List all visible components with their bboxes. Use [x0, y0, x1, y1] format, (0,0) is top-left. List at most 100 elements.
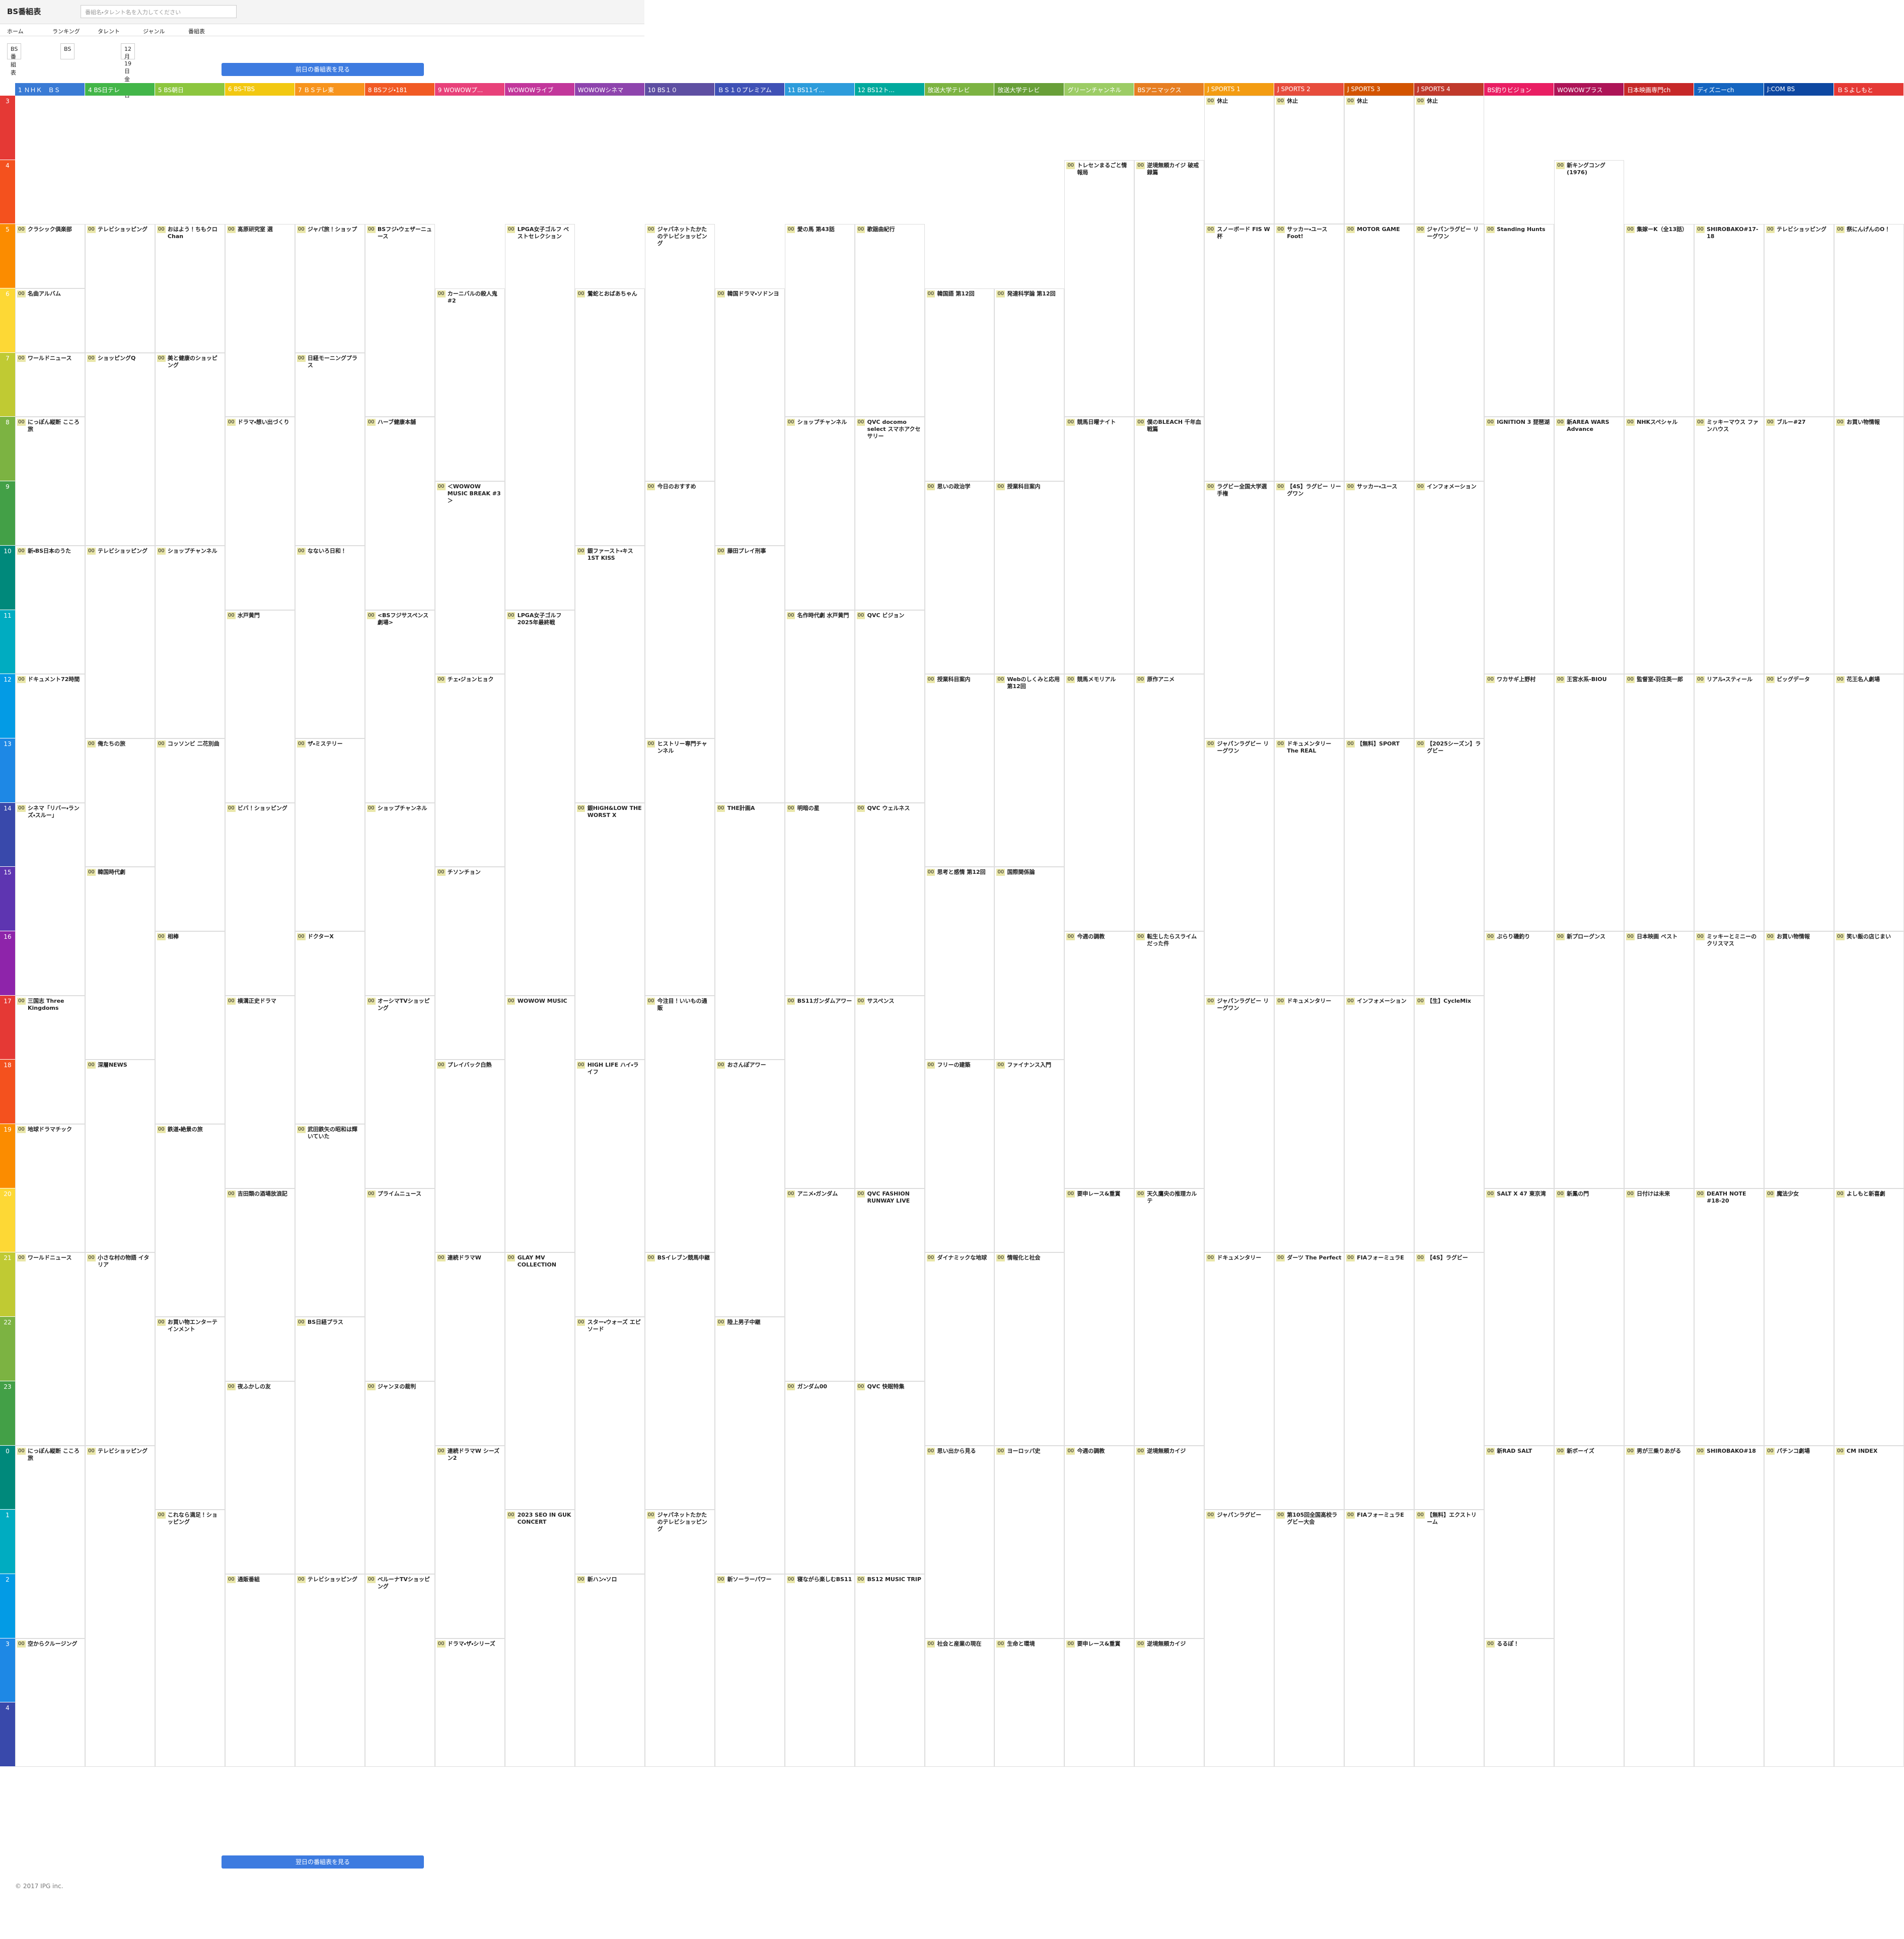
- program[interactable]: 00 ジャンヌの裁判: [364, 1381, 435, 1574]
- program[interactable]: 00 新キングコング(1976): [1554, 160, 1625, 417]
- program[interactable]: 00 Webのしくみと応用 第12回: [994, 674, 1065, 867]
- program[interactable]: 00 プレイバック白熱: [434, 1060, 505, 1253]
- program[interactable]: 00 思考と感情 第12回: [924, 867, 995, 1060]
- program[interactable]: 00 にっぽん縦断 こころ旅: [15, 1445, 85, 1638]
- program[interactable]: 00 新ハン・ソロ: [574, 1574, 645, 1767]
- program[interactable]: 00 韓国ドラマ・ソドンヨ: [714, 288, 785, 546]
- logo[interactable]: BS番組表: [7, 7, 41, 16]
- program[interactable]: 00 ダーツ The Perfect: [1274, 1252, 1345, 1510]
- program[interactable]: 00 発達科学論 第12回: [994, 288, 1065, 482]
- program[interactable]: 00 QVC docomo select スマホアクセサリー: [854, 417, 925, 610]
- channel-header[interactable]: J SPORTS 1: [1204, 83, 1275, 96]
- program[interactable]: 00 要申レース&重賞: [1064, 1638, 1135, 1767]
- program[interactable]: 00 寝ながら楽しむBS11: [784, 1574, 855, 1767]
- program[interactable]: 00 社会と産業の現在: [924, 1638, 995, 1767]
- program[interactable]: 00 花王名人劇場: [1834, 674, 1904, 931]
- program[interactable]: 00 WOWOW MUSIC: [504, 995, 575, 1253]
- program[interactable]: 00 今注目！いいもの通販: [644, 995, 715, 1253]
- next-button[interactable]: 翌日の番組表を見る: [222, 1855, 424, 1869]
- program[interactable]: 00 男が三乗りあがる: [1624, 1445, 1695, 1767]
- program[interactable]: 00 ワールドニュース: [15, 352, 85, 417]
- program[interactable]: 00 深層NEWS: [85, 1060, 155, 1253]
- program[interactable]: 00 スター・ウォーズ エピソード: [574, 1317, 645, 1574]
- program[interactable]: 00 ジャパネットたかたのテレビショッピング: [644, 224, 715, 482]
- program[interactable]: 00 空からクルージング: [15, 1638, 85, 1767]
- program[interactable]: 00 名曲アルバム: [15, 288, 85, 353]
- program[interactable]: 00 ハーブ健康本舗: [364, 417, 435, 610]
- program[interactable]: 00 サッカー・ユース Foot!: [1274, 224, 1345, 482]
- program[interactable]: 00 ミッキーとミニーのクリスマス: [1694, 931, 1765, 1188]
- program[interactable]: 00 お買い物情報: [1834, 417, 1904, 675]
- program[interactable]: 00 新RAD SALT: [1484, 1445, 1555, 1638]
- program[interactable]: 00 小さな村の物語 イタリア: [85, 1252, 155, 1446]
- program[interactable]: 00 にっぽん縦断 こころ旅: [15, 417, 85, 546]
- program[interactable]: 00 ブルー#27: [1764, 417, 1835, 675]
- program[interactable]: 00 通販番組: [225, 1574, 295, 1767]
- program[interactable]: 00 ガンダム00: [784, 1381, 855, 1574]
- program[interactable]: 00 祭にんげんのO！: [1834, 224, 1904, 417]
- program[interactable]: 00 ラグビー全国大学選手権: [1204, 481, 1275, 738]
- program[interactable]: 00 情報化と社会: [994, 1252, 1065, 1446]
- program[interactable]: 00 ダイナミックな地球: [924, 1252, 995, 1446]
- channel-header[interactable]: ＢＳよしもと: [1834, 83, 1904, 96]
- channel-header[interactable]: 4 BS日テレ: [85, 83, 155, 96]
- program[interactable]: 00 テレビショッピング: [85, 545, 155, 738]
- program[interactable]: 00 GLAY MV COLLECTION: [504, 1252, 575, 1510]
- program[interactable]: 00 競馬メモリアル: [1064, 674, 1135, 931]
- program[interactable]: 00 BS日経プラス: [295, 1317, 365, 1574]
- program[interactable]: 00 ぶらり磯釣り: [1484, 931, 1555, 1188]
- program[interactable]: 00 チソンチョン: [434, 867, 505, 1060]
- program[interactable]: 00 ザ・ミステリー: [295, 738, 365, 931]
- program[interactable]: 00 テレビショッピング: [295, 1574, 365, 1767]
- nav-item[interactable]: 番組表: [188, 28, 205, 35]
- program[interactable]: 00 Standing Hunts: [1484, 224, 1555, 417]
- program[interactable]: 00 高原研究室 選: [225, 224, 295, 417]
- program[interactable]: 00 よしもと新喜劇: [1834, 1188, 1904, 1446]
- program[interactable]: 00 俺たちの旅: [85, 738, 155, 867]
- program[interactable]: 00 日経モーニングプラス: [295, 352, 365, 546]
- nav-item[interactable]: ジャンル: [143, 28, 165, 35]
- program[interactable]: 00 SALT X 47 東京湾: [1484, 1188, 1555, 1446]
- program[interactable]: 00 これなら満足！ショッピング: [155, 1510, 225, 1767]
- channel-header[interactable]: 1 ＮＨＫ ＢＳ: [15, 83, 85, 96]
- program[interactable]: 00 国際関係論: [994, 867, 1065, 1060]
- program[interactable]: 00 韓国時代劇: [85, 867, 155, 1060]
- program[interactable]: 00 横溝正史ドラマ: [225, 995, 295, 1188]
- program[interactable]: 00 新ボーイズ: [1554, 1445, 1625, 1767]
- program[interactable]: 00 BS12 MUSIC TRIP: [854, 1574, 925, 1767]
- program[interactable]: 00 鉄道・絶景の旅: [155, 1124, 225, 1317]
- program[interactable]: 00 逆境無頼カイジ 破戒録篇: [1134, 160, 1205, 417]
- program[interactable]: 00 王宮水系-BIOU: [1554, 674, 1625, 931]
- program[interactable]: 00 ショップチャンネル: [364, 802, 435, 996]
- program[interactable]: 00 ＜WOWOW MUSIC BREAK #3＞: [434, 481, 505, 675]
- program[interactable]: 00 BSイレブン競馬中継: [644, 1252, 715, 1510]
- program[interactable]: 00 パチンコ劇場: [1764, 1445, 1835, 1767]
- program[interactable]: 00 銀ファースト・キス 1ST KISS: [574, 545, 645, 803]
- program[interactable]: 00 鶯蛇とおばあちゃん: [574, 288, 645, 546]
- program[interactable]: 00 テレビショッピング: [85, 224, 155, 353]
- program[interactable]: 00 新鳳の門: [1554, 1188, 1625, 1446]
- channel-header[interactable]: 6 BS-TBS: [225, 83, 295, 96]
- program[interactable]: 00 ドキュメント72時間: [15, 674, 85, 803]
- program[interactable]: 00 IGNITION 3 琵琶湖: [1484, 417, 1555, 675]
- channel-header[interactable]: 放送大学テレビ: [924, 83, 995, 96]
- program[interactable]: 00 美と健康のショッピング: [155, 352, 225, 546]
- program[interactable]: 00 【無料】SPORT: [1344, 738, 1415, 996]
- program[interactable]: 00 お買い物エンターテインメント: [155, 1317, 225, 1510]
- channel-header[interactable]: 放送大学テレビ: [994, 83, 1065, 96]
- channel-header[interactable]: J:COM BS: [1764, 83, 1835, 96]
- program[interactable]: 00 LPGA女子ゴルフ 2025年最終戦: [504, 610, 575, 996]
- program[interactable]: 00 ショッピングQ: [85, 352, 155, 546]
- program[interactable]: 00 【無料】エクストリーム: [1414, 1510, 1485, 1767]
- program[interactable]: 00 ドクターX: [295, 931, 365, 1125]
- program[interactable]: 00 おさんぽアワー: [714, 1060, 785, 1317]
- program[interactable]: 00 リアル・スティール: [1694, 674, 1765, 931]
- prev-button[interactable]: 前日の番組表を見る: [222, 63, 424, 76]
- program[interactable]: 00 2023 SEO IN GUK CONCERT: [504, 1510, 575, 1767]
- program[interactable]: 00 新ソーラーパワー: [714, 1574, 785, 1767]
- program[interactable]: 00 LPGA女子ゴルフ ベストセレクション: [504, 224, 575, 610]
- program[interactable]: 00 ミッキーマウス ファンハウス: [1694, 417, 1765, 675]
- program[interactable]: 00 韓国語 第12回: [924, 288, 995, 482]
- program[interactable]: 00 シネマ「リバー・ランズ・スルー」: [15, 802, 85, 996]
- program[interactable]: 00 笑い飯の店じまい: [1834, 931, 1904, 1188]
